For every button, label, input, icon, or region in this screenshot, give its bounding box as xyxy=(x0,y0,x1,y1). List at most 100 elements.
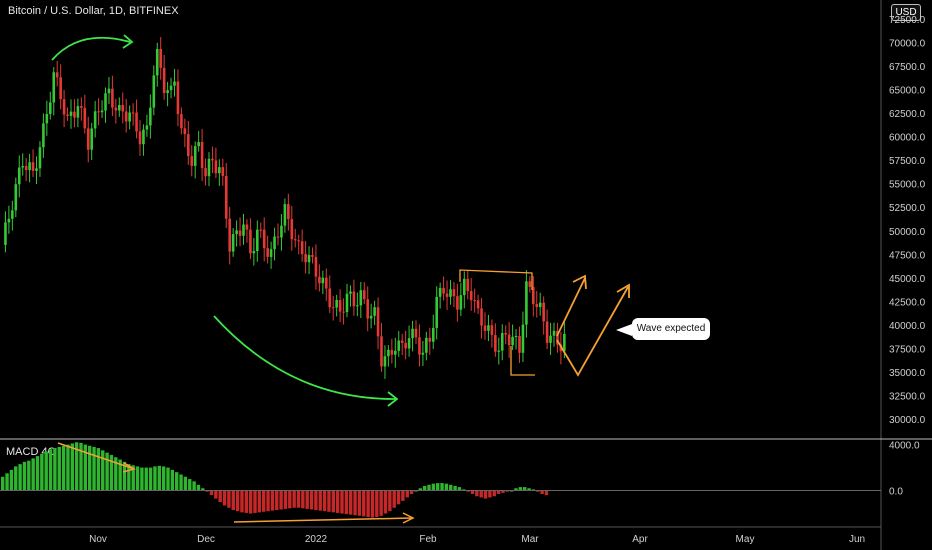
candle-body xyxy=(449,289,452,297)
candle-body xyxy=(321,277,325,284)
y-tick-label: 70000.0 xyxy=(889,38,926,49)
macd-bar xyxy=(101,450,105,491)
candle-body xyxy=(404,342,407,349)
macd-bar xyxy=(201,488,205,491)
candle-body xyxy=(487,325,490,331)
macd-bar xyxy=(327,490,331,512)
macd-bar xyxy=(131,465,135,491)
candle-body xyxy=(114,107,118,111)
macd-bar xyxy=(109,454,114,491)
candle-body xyxy=(494,335,497,352)
candle-body xyxy=(300,241,304,255)
candle-body xyxy=(549,335,552,343)
y-tick-label: 50000.0 xyxy=(889,227,926,238)
macd-bar xyxy=(57,446,61,491)
candle-body xyxy=(466,278,470,292)
candle-body xyxy=(107,88,111,94)
currency-button[interactable]: USD xyxy=(891,4,921,21)
macd-bar xyxy=(301,490,305,509)
candle-body xyxy=(459,295,463,310)
macd-bar xyxy=(405,490,409,498)
candle-body xyxy=(252,251,256,254)
macd-bar xyxy=(536,490,540,492)
candle-body xyxy=(532,286,535,305)
macd-bar xyxy=(418,488,422,491)
y-tick-label: 47500.0 xyxy=(889,250,926,261)
candle-body xyxy=(331,307,335,309)
candle-body xyxy=(269,249,273,257)
candles xyxy=(4,37,566,379)
candle-body xyxy=(273,236,276,250)
macd-bar xyxy=(466,490,470,492)
macd-bar xyxy=(344,490,349,515)
macd-bar xyxy=(362,490,366,517)
candle-body xyxy=(469,291,473,301)
candle-body xyxy=(197,142,200,147)
y-tick-label: 67500.0 xyxy=(889,62,926,73)
candle-body xyxy=(356,305,359,307)
candle-body xyxy=(145,125,149,130)
candle-body xyxy=(149,107,152,126)
macd-histogram xyxy=(1,442,549,518)
candle-body xyxy=(349,291,352,294)
macd-bar xyxy=(262,490,266,512)
candle-body xyxy=(66,114,69,116)
macd-bar xyxy=(53,448,57,491)
macd-bar xyxy=(483,490,488,499)
candle-body xyxy=(135,112,138,132)
candle-body xyxy=(387,349,390,357)
macd-bar xyxy=(422,485,427,491)
macd-bar xyxy=(192,481,196,491)
macd-bar xyxy=(209,490,214,496)
y-tick-label: 45000.0 xyxy=(889,274,926,285)
candle-body xyxy=(383,356,387,367)
macd-bar xyxy=(457,487,462,491)
y-tick-label: 42500.0 xyxy=(889,297,926,308)
y-tick-label: 65000.0 xyxy=(889,85,926,96)
macd-bar xyxy=(257,490,262,513)
macd-bar xyxy=(275,490,279,511)
candle-body xyxy=(542,302,545,322)
macd-tick-label: 4000.0 xyxy=(889,441,920,452)
macd-bar xyxy=(501,490,505,493)
candle-body xyxy=(138,131,142,145)
candle-body xyxy=(17,167,21,185)
macd-bar xyxy=(1,476,5,491)
candle-body xyxy=(190,156,194,166)
macd-bar xyxy=(388,490,392,512)
candle-body xyxy=(283,204,287,226)
candle-body xyxy=(218,167,221,174)
macd-bar xyxy=(14,466,18,491)
macd-bar xyxy=(74,442,79,491)
candle-body xyxy=(76,106,80,118)
y-tick-label: 60000.0 xyxy=(889,133,926,144)
candle-body xyxy=(504,333,507,335)
candle-body xyxy=(421,352,425,355)
candle-body xyxy=(121,104,125,112)
orange-arrowhead-1 xyxy=(572,274,587,290)
macd-bar xyxy=(205,490,209,492)
candle-body xyxy=(400,340,404,343)
wave-expected-annotation: Wave expected xyxy=(632,318,710,340)
candle-body xyxy=(180,114,183,129)
candle-body xyxy=(390,349,394,355)
candle-body xyxy=(342,311,345,313)
macd-bar xyxy=(18,464,22,491)
macd-bar xyxy=(231,490,235,511)
macd-divergence-top-head xyxy=(122,462,136,473)
macd-bar xyxy=(114,457,118,491)
macd-bar xyxy=(349,490,353,515)
x-tick-label: Mar xyxy=(521,534,539,545)
candle-body xyxy=(287,204,290,220)
candle-body xyxy=(228,218,231,252)
candle-body xyxy=(38,147,42,169)
candle-body xyxy=(280,225,283,238)
macd-bar xyxy=(83,444,88,491)
candle-body xyxy=(345,293,349,313)
macd-bar xyxy=(527,488,531,491)
macd-divergence-bottom xyxy=(233,517,413,523)
macd-bar xyxy=(470,490,475,494)
candle-body xyxy=(325,277,328,289)
candle-body xyxy=(173,81,176,86)
